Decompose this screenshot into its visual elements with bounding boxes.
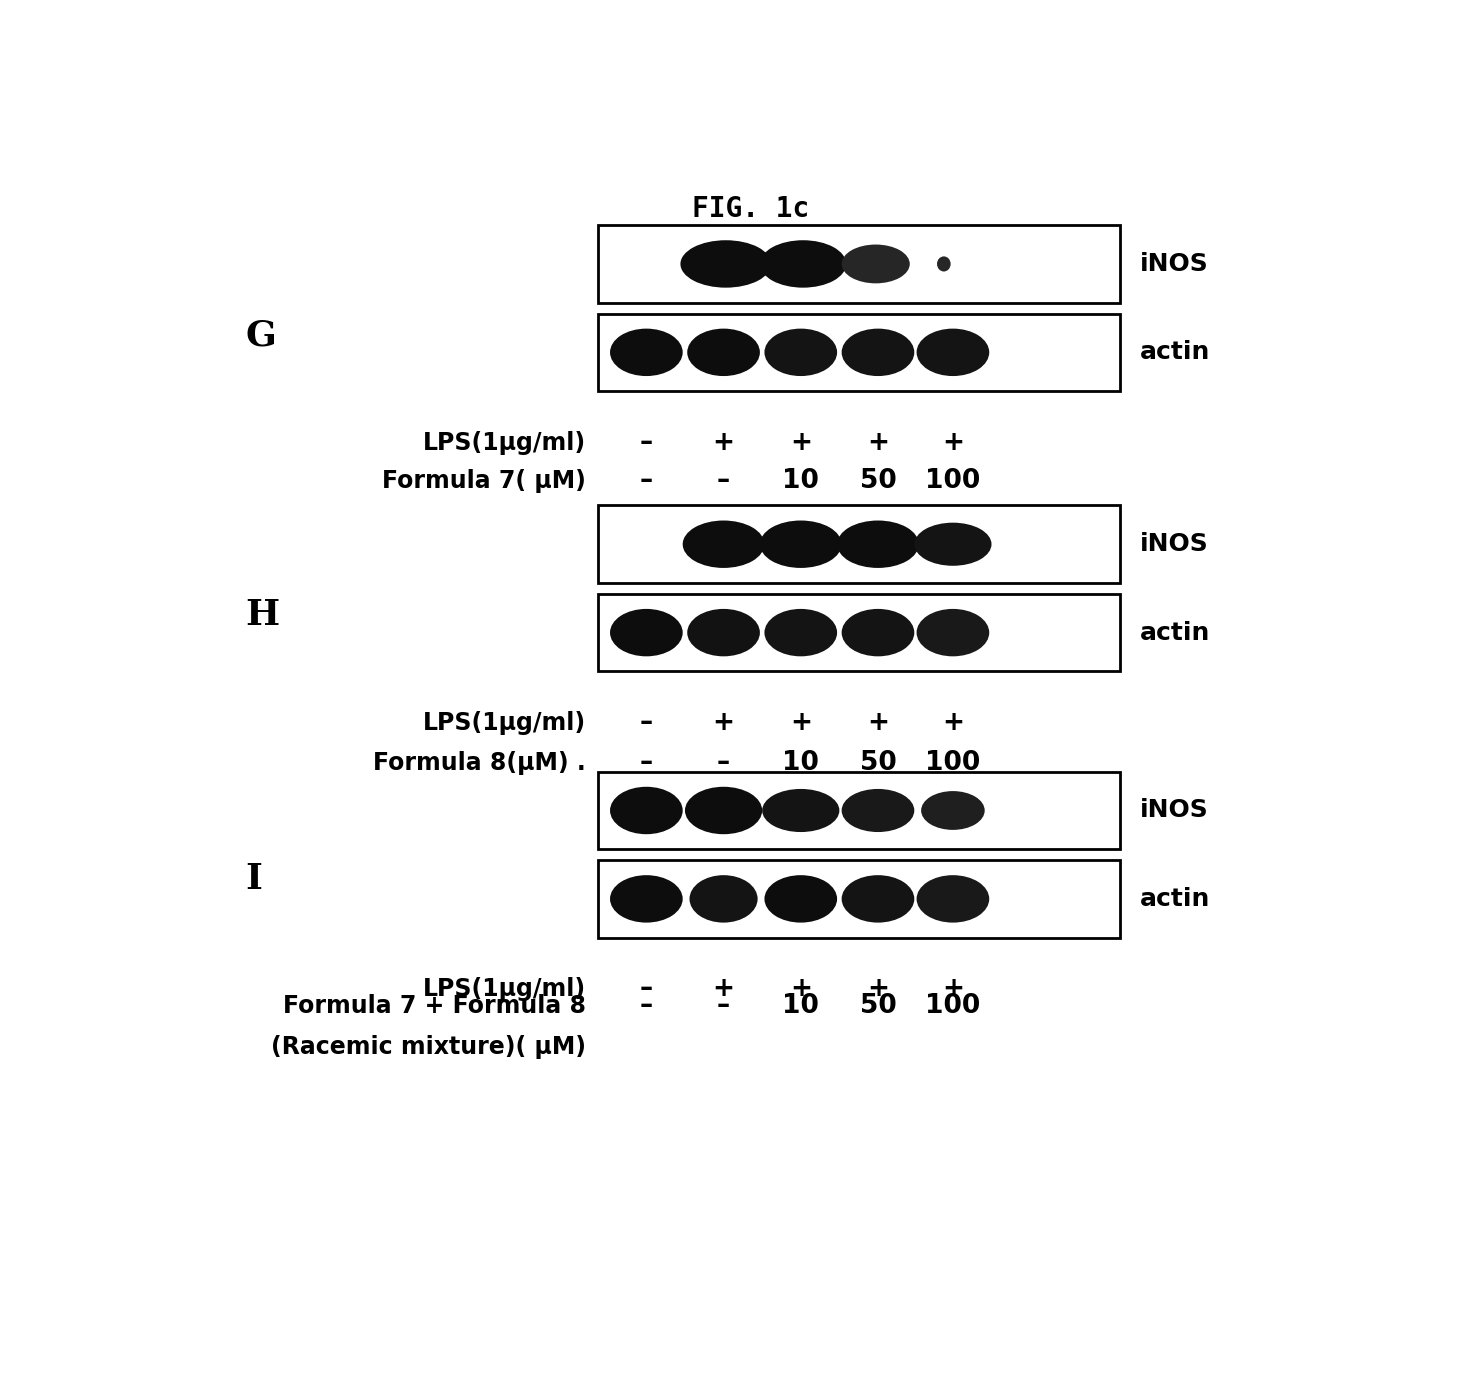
- Text: iNOS: iNOS: [1140, 532, 1209, 556]
- Ellipse shape: [837, 521, 919, 568]
- Ellipse shape: [609, 787, 683, 834]
- Ellipse shape: [917, 875, 989, 923]
- Text: Formula 8(μM) .: Formula 8(μM) .: [374, 750, 586, 776]
- Text: LPS(1μg/ml): LPS(1μg/ml): [423, 711, 586, 735]
- Ellipse shape: [917, 329, 989, 377]
- Text: H: H: [246, 598, 280, 633]
- Text: iNOS: iNOS: [1140, 252, 1209, 276]
- Ellipse shape: [841, 790, 914, 832]
- Text: +: +: [790, 976, 812, 1002]
- Ellipse shape: [841, 245, 910, 283]
- Text: +: +: [867, 710, 889, 736]
- Text: 50: 50: [860, 468, 897, 494]
- Text: LPS(1μg/ml): LPS(1μg/ml): [423, 431, 586, 455]
- Ellipse shape: [609, 609, 683, 657]
- Ellipse shape: [762, 790, 839, 832]
- Text: (Racemic mixture)( μM): (Racemic mixture)( μM): [271, 1035, 586, 1058]
- Text: –: –: [640, 710, 653, 736]
- Text: actin: actin: [1140, 620, 1210, 644]
- Text: +: +: [867, 976, 889, 1002]
- Ellipse shape: [765, 609, 837, 657]
- Text: I: I: [246, 862, 262, 896]
- Text: +: +: [790, 710, 812, 736]
- Ellipse shape: [841, 609, 914, 657]
- Text: 100: 100: [926, 750, 980, 776]
- Text: actin: actin: [1140, 886, 1210, 911]
- Text: +: +: [712, 976, 734, 1002]
- Ellipse shape: [841, 875, 914, 923]
- Text: 100: 100: [926, 468, 980, 494]
- Ellipse shape: [687, 329, 760, 377]
- Ellipse shape: [765, 875, 837, 923]
- Text: –: –: [640, 993, 653, 1019]
- Text: LPS(1μg/ml): LPS(1μg/ml): [423, 977, 586, 1001]
- Ellipse shape: [680, 241, 771, 287]
- Ellipse shape: [841, 329, 914, 377]
- Bar: [598, 771, 1119, 850]
- Ellipse shape: [690, 875, 757, 923]
- Text: 100: 100: [926, 993, 980, 1019]
- Ellipse shape: [609, 875, 683, 923]
- Text: 10: 10: [782, 993, 819, 1019]
- Text: G: G: [246, 318, 277, 351]
- Text: FIG. 1c: FIG. 1c: [691, 195, 810, 223]
- Text: –: –: [716, 750, 730, 776]
- Bar: [598, 860, 1119, 938]
- Bar: [598, 594, 1119, 672]
- Ellipse shape: [938, 256, 951, 272]
- Text: 10: 10: [782, 468, 819, 494]
- Text: 10: 10: [782, 750, 819, 776]
- Bar: [598, 505, 1119, 582]
- Ellipse shape: [686, 787, 762, 834]
- Text: 50: 50: [860, 993, 897, 1019]
- Text: +: +: [942, 976, 964, 1002]
- Ellipse shape: [760, 241, 847, 287]
- Text: actin: actin: [1140, 340, 1210, 364]
- Bar: [598, 225, 1119, 302]
- Bar: [598, 314, 1119, 391]
- Ellipse shape: [609, 329, 683, 377]
- Ellipse shape: [914, 522, 992, 566]
- Ellipse shape: [683, 521, 765, 568]
- Text: –: –: [640, 750, 653, 776]
- Text: +: +: [712, 430, 734, 456]
- Ellipse shape: [687, 609, 760, 657]
- Text: 50: 50: [860, 750, 897, 776]
- Text: –: –: [716, 468, 730, 494]
- Text: –: –: [640, 430, 653, 456]
- Text: –: –: [640, 468, 653, 494]
- Text: –: –: [640, 976, 653, 1002]
- Text: Formula 7( μM): Formula 7( μM): [382, 469, 586, 493]
- Text: iNOS: iNOS: [1140, 798, 1209, 822]
- Text: –: –: [716, 993, 730, 1019]
- Text: +: +: [942, 430, 964, 456]
- Text: +: +: [942, 710, 964, 736]
- Ellipse shape: [765, 329, 837, 377]
- Text: +: +: [867, 430, 889, 456]
- Text: Formula 7 + Formula 8: Formula 7 + Formula 8: [283, 994, 586, 1018]
- Ellipse shape: [760, 521, 841, 568]
- Ellipse shape: [921, 791, 984, 830]
- Text: +: +: [790, 430, 812, 456]
- Ellipse shape: [917, 609, 989, 657]
- Text: +: +: [712, 710, 734, 736]
